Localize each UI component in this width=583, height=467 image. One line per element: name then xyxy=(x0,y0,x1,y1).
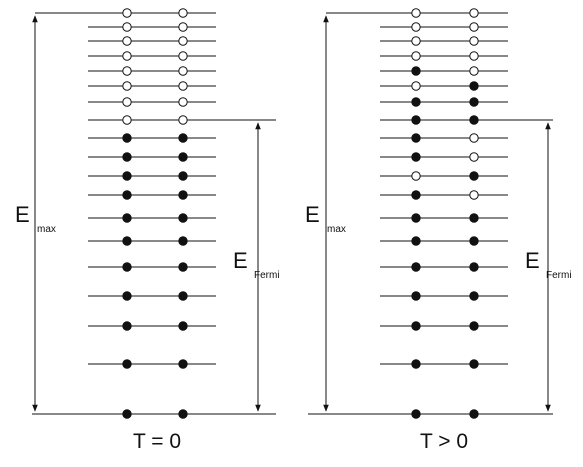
electron-filled xyxy=(411,152,421,162)
electron-filled xyxy=(178,190,188,200)
electron-empty xyxy=(411,8,421,18)
electron-filled xyxy=(178,152,188,162)
electron-filled xyxy=(469,236,479,246)
electron-empty xyxy=(178,36,188,46)
electron-empty xyxy=(411,36,421,46)
efermi-subscript: Fermi xyxy=(254,270,280,281)
electron-filled xyxy=(469,81,479,91)
electron-filled xyxy=(178,213,188,223)
electron-filled xyxy=(122,190,132,200)
electron-empty xyxy=(178,81,188,91)
electron-filled xyxy=(178,133,188,143)
electron-empty xyxy=(122,66,132,76)
electron-filled xyxy=(411,115,421,125)
electron-empty xyxy=(411,51,421,61)
electron-empty xyxy=(178,97,188,107)
electron-filled xyxy=(178,262,188,272)
emax-subscript: max xyxy=(327,224,346,235)
electron-filled xyxy=(178,321,188,331)
electron-filled xyxy=(122,133,132,143)
electron-filled xyxy=(469,97,479,107)
electron-empty xyxy=(411,22,421,32)
electron-empty xyxy=(469,152,479,162)
electron-filled xyxy=(178,359,188,369)
efermi-subscript: Fermi xyxy=(546,270,572,281)
efermi-label: E xyxy=(525,248,540,273)
electron-filled xyxy=(411,133,421,143)
electron-filled xyxy=(469,291,479,301)
electron-filled xyxy=(122,359,132,369)
electron-empty xyxy=(469,51,479,61)
electron-filled xyxy=(469,262,479,272)
electron-filled xyxy=(122,213,132,223)
electron-filled xyxy=(122,152,132,162)
electron-filled xyxy=(178,236,188,246)
electron-empty xyxy=(411,81,421,91)
electron-filled xyxy=(122,321,132,331)
electron-filled xyxy=(411,213,421,223)
electron-empty xyxy=(122,8,132,18)
electron-filled xyxy=(122,262,132,272)
electron-filled xyxy=(469,115,479,125)
electron-empty xyxy=(469,8,479,18)
electron-empty xyxy=(178,8,188,18)
electron-empty xyxy=(122,36,132,46)
caption-tpos: T > 0 xyxy=(420,430,469,453)
electron-filled xyxy=(411,321,421,331)
electron-empty xyxy=(122,97,132,107)
electron-filled xyxy=(411,190,421,200)
electron-empty xyxy=(411,171,421,181)
electron-empty xyxy=(469,133,479,143)
electron-filled xyxy=(178,409,188,419)
electron-filled xyxy=(411,409,421,419)
electron-empty xyxy=(469,22,479,32)
electron-filled xyxy=(469,171,479,181)
electron-empty xyxy=(469,66,479,76)
electron-filled xyxy=(411,359,421,369)
electron-filled xyxy=(469,213,479,223)
electron-empty xyxy=(122,81,132,91)
electron-filled xyxy=(469,359,479,369)
electron-empty xyxy=(122,51,132,61)
electron-empty xyxy=(122,115,132,125)
electron-filled xyxy=(122,409,132,419)
electron-filled xyxy=(122,236,132,246)
electron-empty xyxy=(469,36,479,46)
electron-empty xyxy=(178,66,188,76)
electron-empty xyxy=(178,115,188,125)
electron-filled xyxy=(469,321,479,331)
electron-empty xyxy=(122,22,132,32)
electron-filled xyxy=(411,97,421,107)
electron-filled xyxy=(122,291,132,301)
efermi-label: E xyxy=(233,248,248,273)
electron-filled xyxy=(411,66,421,76)
electron-filled xyxy=(411,236,421,246)
emax-label: E xyxy=(305,202,320,227)
electron-filled xyxy=(122,171,132,181)
emax-subscript: max xyxy=(37,224,56,235)
electron-filled xyxy=(178,291,188,301)
electron-filled xyxy=(469,409,479,419)
electron-filled xyxy=(411,291,421,301)
electron-filled xyxy=(411,262,421,272)
electron-empty xyxy=(178,22,188,32)
caption-t0: T = 0 xyxy=(133,430,182,453)
emax-label: E xyxy=(15,202,30,227)
electron-filled xyxy=(178,171,188,181)
electron-empty xyxy=(469,190,479,200)
electron-empty xyxy=(178,51,188,61)
